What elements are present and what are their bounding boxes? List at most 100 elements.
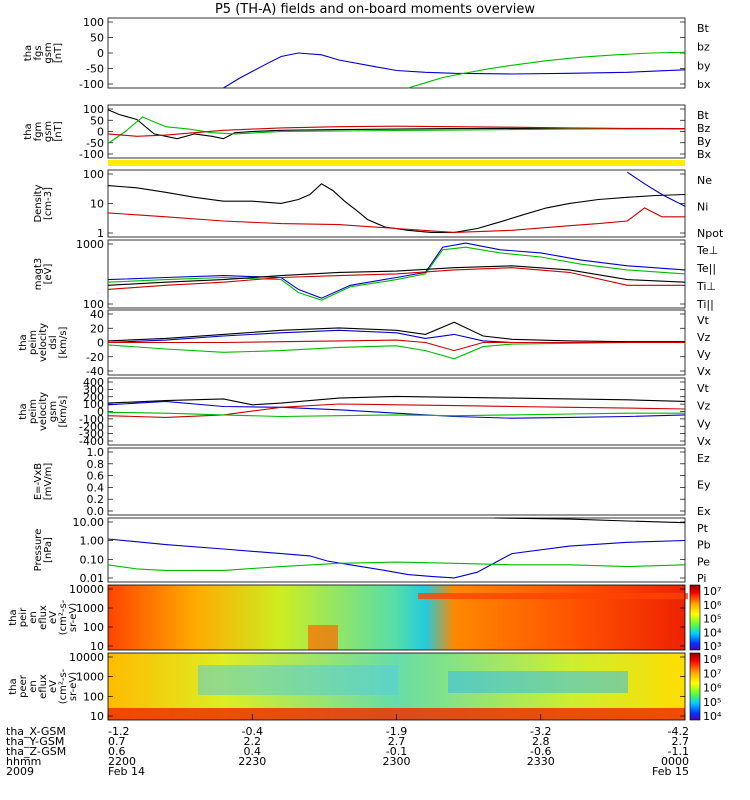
xtick-label: -1.9 — [386, 725, 407, 738]
legend-pressure: Pb — [697, 539, 711, 552]
ytick-label: 400 — [83, 376, 104, 389]
ytick-label: 100 — [83, 298, 104, 311]
legend-fgm: Bt — [697, 109, 710, 122]
xtick-label: 2200 — [108, 755, 136, 768]
series-velocity-dsl — [107, 341, 685, 360]
ylabel-velocity-dsl: velocity — [38, 323, 49, 362]
legend-density: Npot — [697, 227, 724, 240]
legend-pressure: Pe — [697, 555, 710, 568]
ylabel-velocity-gsm: gsm — [48, 401, 59, 422]
legend-fgm: Bz — [697, 122, 711, 135]
xtick-label: 2.2 — [244, 735, 262, 748]
ytick-label: -50 — [86, 63, 104, 76]
ylabel-fgm: gsm — [43, 121, 54, 142]
legend-pressure: Pt — [697, 522, 709, 535]
legend-temperature: Te|| — [696, 262, 716, 275]
series-fgs — [223, 52, 686, 89]
ylabel-temperature: [eV] — [43, 264, 54, 285]
ylabel-peer: (cm²-s- — [58, 668, 69, 704]
ytick-label: 0.01 — [80, 572, 105, 585]
xtick-label: -3.2 — [530, 725, 551, 738]
xaxis-row-label: tha_X-GSM — [6, 725, 66, 738]
legend-temperature: Te⊥ — [696, 244, 718, 257]
xtick-label: 2300 — [383, 755, 411, 768]
ytick-label: 100 — [83, 621, 104, 634]
colorbar-tick: 10⁸ — [703, 653, 722, 666]
legend-velocity-gsm: Vz — [697, 400, 711, 413]
legend-efield: Ex — [697, 505, 711, 518]
panel-frame-pressure — [107, 517, 686, 583]
series-density — [107, 207, 685, 233]
ylabel-peir: eV — [48, 611, 59, 624]
panel-frame-efield — [107, 447, 686, 516]
legend-density: Ne — [697, 174, 712, 187]
ylabel-velocity-gsm: [km/s] — [58, 395, 69, 427]
xtick-label: -1.2 — [108, 725, 129, 738]
ytick-label: 1000 — [76, 602, 104, 615]
xtick-label: 0.4 — [244, 745, 262, 758]
series-velocity-dsl — [108, 339, 685, 352]
ytick-label: -100 — [79, 78, 104, 91]
ylabel-peer: sr-eV) — [68, 672, 79, 701]
ytick-label: 200 — [83, 391, 104, 404]
xtick-label: 0.6 — [108, 745, 126, 758]
ytick-label: 100 — [83, 103, 104, 116]
ylabel-fgs: [nT] — [53, 43, 64, 63]
legend-fgs: bz — [697, 41, 710, 54]
ylabel-velocity-dsl: dsl — [48, 335, 59, 349]
ylabel-peer: peer — [18, 674, 29, 698]
colorbar-tick: 10⁴ — [703, 626, 722, 639]
legend-velocity-dsl: Vy — [697, 348, 711, 361]
ytick-label: -20 — [86, 351, 104, 364]
ytick-label: 100 — [83, 168, 104, 181]
ylabel-velocity-gsm: peim — [28, 399, 39, 424]
legend-efield: Ez — [697, 452, 710, 465]
legend-velocity-dsl: Vz — [697, 331, 711, 344]
panel-frame-density — [107, 169, 686, 238]
ylabel-peir: eflux — [38, 605, 49, 630]
ytick-label: 10 — [90, 710, 104, 723]
xtick-label: -4.2 — [668, 725, 689, 738]
ylabel-pressure: Pressure — [33, 529, 44, 572]
ytick-label: 300 — [83, 383, 104, 396]
ylabel-fgm: [nT] — [53, 121, 64, 141]
xtick-label: 0000 — [661, 755, 689, 768]
colorbar-tick: 10⁷ — [703, 585, 721, 598]
series-fgm — [107, 109, 686, 140]
colorbar-tick: 10⁵ — [703, 613, 721, 626]
ylabel-density: Density — [33, 184, 44, 222]
spectrogram-feature — [198, 665, 398, 695]
series-velocity-dsl — [107, 321, 685, 343]
ytick-label: -100 — [79, 413, 104, 426]
ytick-label: 0.0 — [87, 505, 105, 518]
ytick-label: 0.6 — [87, 470, 105, 483]
legend-pressure: Pi — [697, 572, 706, 585]
series-pressure — [107, 538, 686, 579]
ylabel-velocity-dsl: tha — [18, 334, 29, 350]
xtick-label: 2.7 — [388, 735, 406, 748]
ylabel-density: [cm-3] — [43, 187, 54, 220]
xtick-label: -0.1 — [386, 745, 407, 758]
series-fgm — [107, 125, 686, 137]
ytick-label: -40 — [86, 365, 104, 378]
ytick-label: -300 — [79, 428, 104, 441]
ylabel-peer: tha — [8, 678, 19, 694]
xtick-label: -1.1 — [668, 745, 689, 758]
ylabel-peir: peir — [18, 607, 29, 627]
series-velocity-gsm — [107, 400, 686, 419]
series-temperature — [107, 246, 686, 301]
legend-efield: Ey — [697, 479, 711, 492]
ytick-label: -50 — [86, 137, 104, 150]
colorbar-peir — [689, 584, 701, 651]
ylabel-peir: tha — [8, 609, 19, 625]
ytick-label: 100 — [83, 16, 104, 29]
panel-frame-peir — [107, 584, 686, 651]
series-pressure — [494, 517, 686, 524]
colorbar-peer — [689, 652, 701, 721]
panel-frame-velocity-gsm — [107, 377, 686, 446]
ylabel-fgm: tha — [23, 123, 34, 139]
legend-fgs: by — [697, 59, 711, 72]
ylabel-peir: sr-eV) — [68, 603, 79, 632]
ytick-label: 20 — [90, 322, 104, 335]
